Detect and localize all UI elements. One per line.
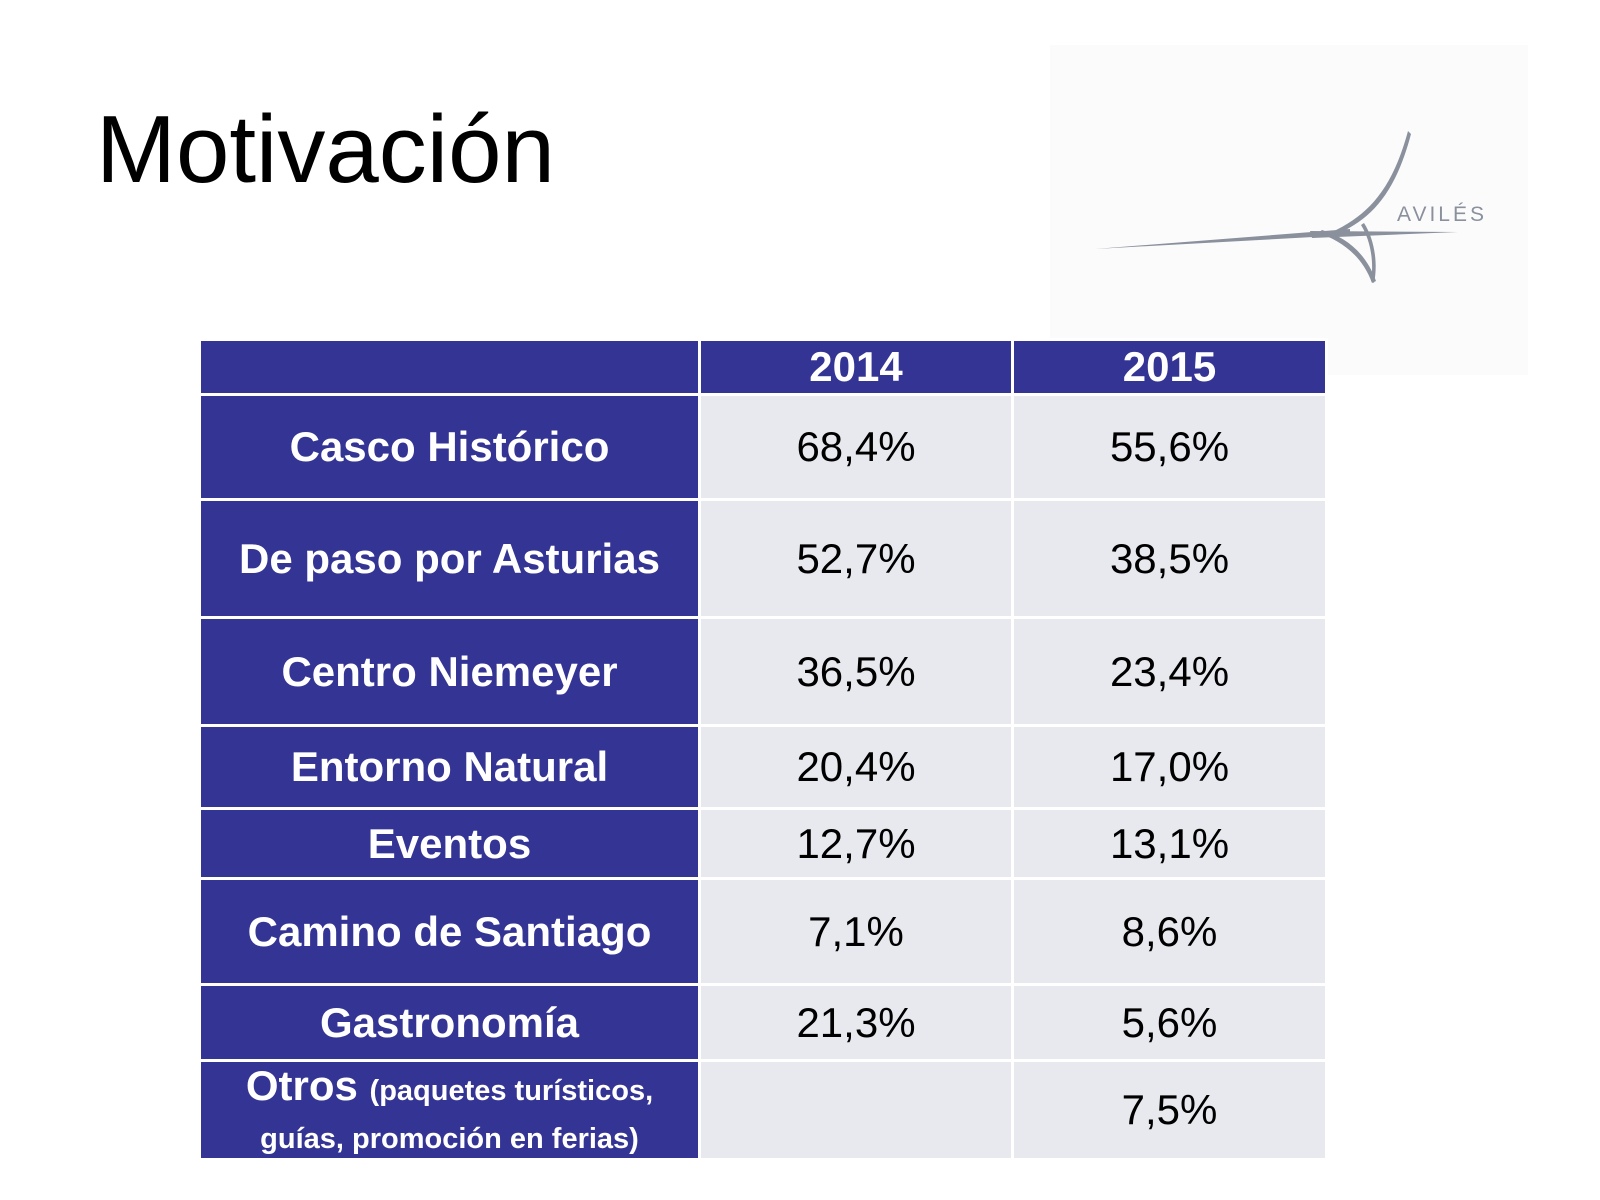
row-label: Centro Niemeyer [198,616,701,727]
table-row: Camino de Santiago 7,1% 8,6% [198,877,1328,986]
motivation-table-container: 2014 2015 Casco Histórico 68,4% 55,6% De… [198,338,1328,1161]
value-2015: 38,5% [1011,498,1328,619]
value-2014: 36,5% [698,616,1014,727]
row-label: Entorno Natural [198,724,701,810]
value-2015: 17,0% [1011,724,1328,810]
table-row: Gastronomía 21,3% 5,6% [198,983,1328,1062]
value-2014: 12,7% [698,807,1014,880]
aviles-logo: AVILÉS [1050,45,1528,375]
table-row: Centro Niemeyer 36,5% 23,4% [198,616,1328,727]
row-label: Camino de Santiago [198,877,701,986]
value-2014: 68,4% [698,393,1014,501]
logo-wordmark: AVILÉS [1397,203,1487,226]
row-label: Casco Histórico [198,393,701,501]
value-2014 [698,1059,1014,1161]
table-row: Otros (paquetes turísticos, guías, promo… [198,1059,1328,1161]
table-header-row: 2014 2015 [198,338,1328,396]
table-row: Entorno Natural 20,4% 17,0% [198,724,1328,810]
header-2014: 2014 [698,338,1014,396]
slide-title: Motivación [96,96,555,203]
value-2015: 23,4% [1011,616,1328,727]
table-row: Eventos 12,7% 13,1% [198,807,1328,880]
value-2015: 8,6% [1011,877,1328,986]
value-2015: 7,5% [1011,1059,1328,1161]
header-blank-cell [198,338,701,396]
value-2014: 52,7% [698,498,1014,619]
table-row: De paso por Asturias 52,7% 38,5% [198,498,1328,619]
value-2014: 21,3% [698,983,1014,1062]
row-label: De paso por Asturias [198,498,701,619]
value-2015: 55,6% [1011,393,1328,501]
row-label: Otros (paquetes turísticos, guías, promo… [198,1059,701,1161]
header-2015: 2015 [1011,338,1328,396]
motivation-table: 2014 2015 Casco Histórico 68,4% 55,6% De… [198,338,1328,1161]
value-2014: 20,4% [698,724,1014,810]
row-label-sub: (paquetes turísticos, guías, promoción e… [260,1075,654,1155]
table-row: Casco Histórico 68,4% 55,6% [198,393,1328,501]
value-2015: 13,1% [1011,807,1328,880]
aviles-logo-mark-icon [1095,131,1458,283]
value-2014: 7,1% [698,877,1014,986]
row-label: Gastronomía [198,983,701,1062]
value-2015: 5,6% [1011,983,1328,1062]
row-label-main: Otros [245,1062,358,1110]
row-label: Eventos [198,807,701,880]
